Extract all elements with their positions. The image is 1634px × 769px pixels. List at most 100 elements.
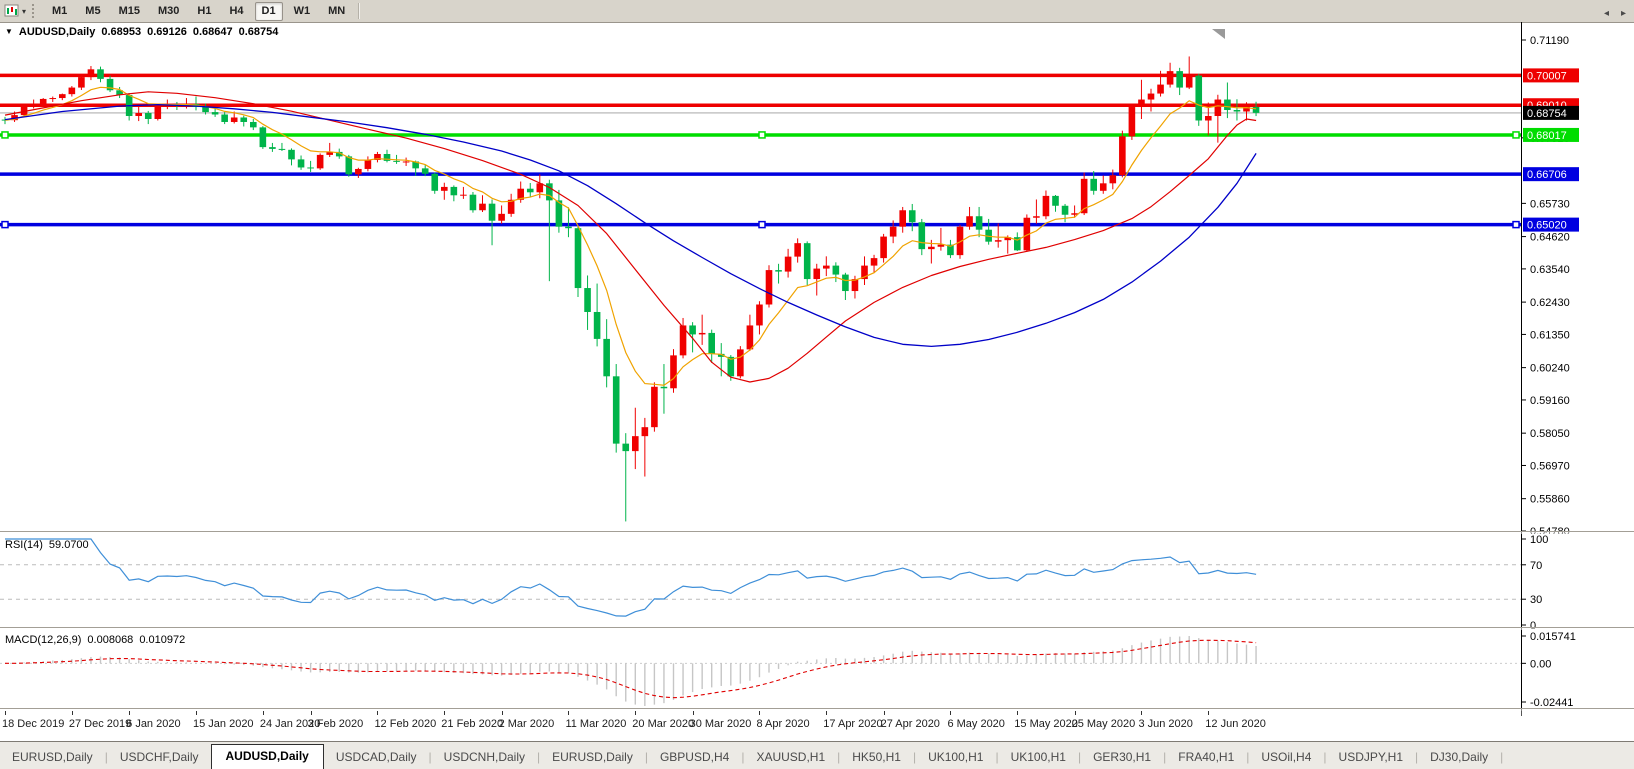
macd-signal-line — [5, 639, 1257, 699]
price-axis-label: 0.64620 — [1530, 232, 1570, 244]
slow-ma-line — [4, 103, 1257, 348]
line-handle[interactable] — [1512, 131, 1520, 139]
horizontal-lines[interactable] — [0, 73, 1521, 227]
toolbar-separator — [358, 3, 361, 19]
date-tick — [692, 711, 694, 715]
date-axis-label: 15 Jan 2020 — [193, 718, 254, 730]
date-tick — [635, 711, 637, 715]
timeframe-button-W1[interactable]: W1 — [293, 4, 311, 17]
tab-separator: | — [428, 750, 432, 764]
price-badge — [1523, 68, 1579, 83]
date-axis-label: 3 Jun 2020 — [1138, 718, 1193, 730]
toolbar-drag-handle[interactable] — [32, 4, 37, 18]
date-tick — [759, 711, 761, 715]
chart-tab-2-AUDUSD-Daily[interactable]: AUDUSD,Daily — [210, 744, 324, 769]
timeframe-button-H1[interactable]: H1 — [197, 4, 212, 17]
chart-tab-11-GER30-H1[interactable]: GER30,H1 — [1093, 750, 1152, 764]
date-tick — [950, 711, 952, 715]
chart-tab-13-USOil-H4[interactable]: USOil,H4 — [1261, 750, 1312, 764]
timeframe-button-D1[interactable]: D1 — [254, 1, 283, 21]
tab-scroll-arrows: ◂ ▸ — [1604, 8, 1626, 19]
date-tick — [1141, 711, 1143, 715]
collapse-triangle-icon[interactable]: ▼ — [5, 26, 13, 36]
chart-tab-5-EURUSD-Daily[interactable]: EURUSD,Daily — [552, 750, 633, 764]
date-axis-label: 8 Apr 2020 — [756, 718, 810, 730]
chart-tab-4-USDCNH-Daily[interactable]: USDCNH,Daily — [443, 750, 526, 764]
chart-tab-15-DJ30-Daily[interactable]: DJ30,Daily — [1430, 750, 1489, 764]
timeframe-button-MN[interactable]: MN — [328, 4, 346, 17]
price-axis-label: 0.54780 — [1530, 526, 1570, 534]
price-badge-label: 0.70007 — [1527, 70, 1567, 82]
date-axis-label: 2 Mar 2020 — [498, 718, 555, 730]
chart-tab-9-UK100-H1[interactable]: UK100,H1 — [928, 750, 984, 764]
date-axis-label: 17 Apr 2020 — [823, 718, 883, 730]
date-axis-label: 20 Mar 2020 — [632, 718, 695, 730]
macd-histogram — [13, 636, 1257, 706]
date-tick — [501, 711, 503, 715]
line-handle[interactable] — [1, 220, 9, 229]
tab-scroll-left-icon[interactable]: ◂ — [1603, 8, 1609, 19]
date-tick — [310, 711, 312, 715]
tab-separator: | — [741, 750, 745, 764]
price-badge — [1523, 105, 1579, 120]
axis-corner-stub — [1521, 711, 1522, 716]
macd-panel-canvas[interactable]: 0.015741 0.00 -0.02441 — [0, 630, 1634, 711]
date-axis-label: 27 Apr 2020 — [880, 718, 940, 730]
rsi-value: 59.0700 — [48, 539, 89, 551]
price-badge-label: 0.68754 — [1527, 108, 1567, 120]
date-tick — [71, 711, 73, 715]
line-handle[interactable] — [1512, 220, 1520, 229]
rsi-panel-canvas[interactable]: 100 70 30 0 — [0, 534, 1634, 630]
chart-symbol-period: AUDUSD,Daily — [18, 26, 96, 38]
timeframe-button-M5[interactable]: M5 — [85, 4, 101, 17]
chart-tab-10-UK100-H1[interactable]: UK100,H1 — [1010, 750, 1066, 764]
price-axis-label: 0.63540 — [1530, 264, 1570, 276]
price-badge-label: 0.65020 — [1527, 220, 1567, 232]
tab-separator: | — [995, 750, 999, 764]
rsi-axis-label: 70 — [1530, 560, 1542, 572]
medium-ma-line — [4, 91, 1257, 383]
macd-axis-label: -0.02441 — [1530, 697, 1573, 709]
price-axis-label: 0.60240 — [1530, 363, 1570, 375]
ohlc-open: 0.68953 — [101, 26, 142, 38]
price-axis-label: 0.71190 — [1530, 35, 1569, 47]
date-axis-label: 24 Jan 2020 — [259, 718, 321, 730]
price-axis-label: 0.62430 — [1530, 297, 1570, 309]
candles — [1, 56, 1260, 522]
chart-tool-icon[interactable] — [3, 4, 21, 19]
macd-label: MACD(12,26,9) 0.008068 0.010972 — [5, 634, 185, 646]
chart-tab-7-XAUUSD-H1[interactable]: XAUUSD,H1 — [756, 750, 826, 764]
ohlc-close: 0.68754 — [238, 26, 279, 38]
line-handle[interactable] — [1, 131, 9, 139]
chart-tab-3-USDCAD-Daily[interactable]: USDCAD,Daily — [335, 750, 417, 764]
main-chart-canvas[interactable]: 0.711900.679200.657300.646200.635400.624… — [0, 22, 1634, 534]
date-tick — [826, 711, 828, 715]
line-handle[interactable] — [758, 131, 766, 139]
macd-signal-value: 0.010972 — [139, 634, 186, 646]
timeframe-button-M15[interactable]: M15 — [118, 4, 140, 17]
date-axis-label: 30 Mar 2020 — [689, 718, 752, 730]
date-axis-label: 18 Dec 2019 — [2, 718, 65, 730]
timeframe-button-H4[interactable]: H4 — [229, 4, 244, 17]
line-handle[interactable] — [758, 220, 766, 229]
chart-tab-6-GBPUSD-H4[interactable]: GBPUSD,H4 — [659, 750, 730, 764]
date-axis-label: 6 May 2020 — [947, 718, 1005, 730]
rsi-name: RSI(14) — [5, 539, 43, 551]
chart-tab-1-USDCHF-Daily[interactable]: USDCHF,Daily — [119, 750, 199, 764]
date-axis[interactable]: 18 Dec 2019 27 Dec 2019 6 Jan 2020 15 Jan 2… — [0, 711, 1634, 741]
date-tick — [1208, 711, 1210, 715]
timeframe-button-M1[interactable]: M1 — [52, 4, 68, 17]
chart-shift-marker-icon[interactable] — [1212, 29, 1225, 39]
timeframe-button-M30[interactable]: M30 — [157, 4, 180, 17]
chart-tab-14-USDJPY-H1[interactable]: USDJPY,H1 — [1338, 750, 1404, 764]
tab-separator: | — [1500, 750, 1504, 764]
chart-tab-0-EURUSD-Daily[interactable]: EURUSD,Daily — [12, 750, 93, 764]
chevron-down-icon[interactable]: ▾ — [22, 6, 27, 16]
fast-ma-line — [4, 86, 1257, 386]
date-tick — [1074, 711, 1076, 715]
date-axis-label: 6 Jan 2020 — [126, 718, 181, 730]
chart-tab-12-FRA40-H1[interactable]: FRA40,H1 — [1178, 750, 1235, 764]
tab-scroll-right-icon[interactable]: ▸ — [1620, 8, 1626, 19]
tab-separator: | — [837, 750, 841, 764]
chart-tab-8-HK50-H1[interactable]: HK50,H1 — [852, 750, 901, 764]
